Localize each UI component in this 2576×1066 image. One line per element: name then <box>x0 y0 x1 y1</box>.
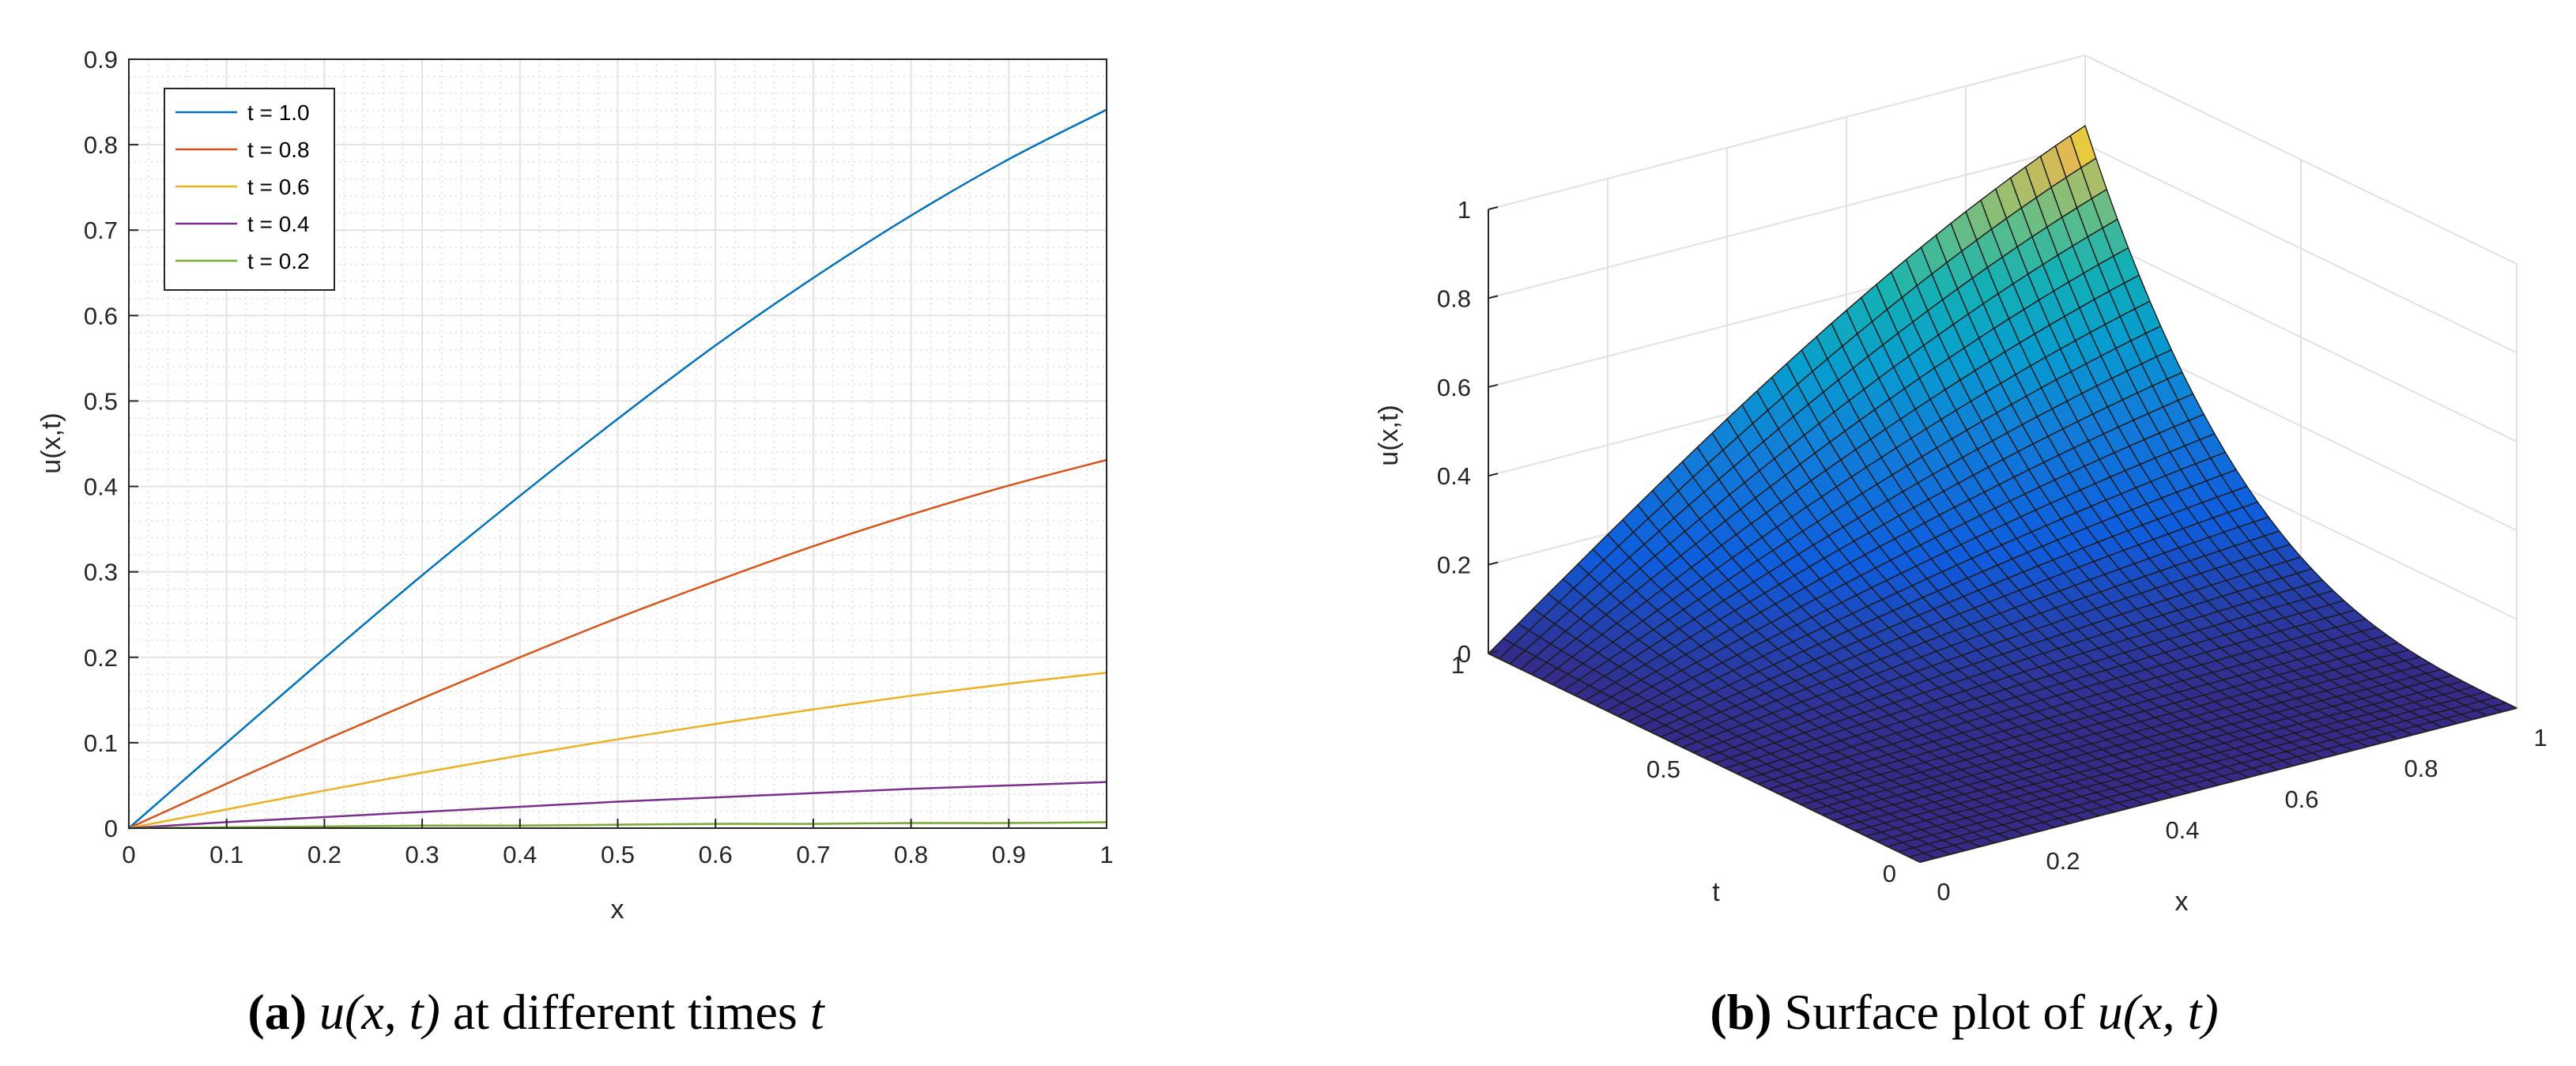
panel-a-x-tick-label: 0.3 <box>405 841 439 868</box>
panel-b-z-tick-mark <box>1488 295 1499 299</box>
caption-b: (b) Surface plot of u(x, t) <box>1710 984 2218 1040</box>
panel-b-z-tick-mark <box>1488 206 1499 210</box>
panel-b-x-axis-label: x <box>2175 887 2189 917</box>
panel-a-y-tick-label: 0.1 <box>84 729 118 757</box>
panel-b-z-tick-label: 0 <box>1458 640 1471 668</box>
panel-a-y-tick-label: 0.9 <box>84 46 118 73</box>
panel-b-z-tick-mark <box>1488 650 1499 654</box>
legend-label: t = 0.8 <box>247 137 310 162</box>
panel-a-x-tick-label: 1 <box>1099 841 1113 868</box>
panel-b-t-tick-label: 0.5 <box>1646 755 1680 783</box>
panel-b-z-tick-label: 0.4 <box>1437 462 1471 490</box>
panel-a-x-tick-label: 0.2 <box>307 841 341 868</box>
panel-a-line-chart: 0 0.1 0.2 0.3 0.4 0.5 0.6 0.7 0.8 0.9 1 0 0.1 0.2 0.3 0… <box>36 46 1114 925</box>
panel-b-z-tick-label: 1 <box>1458 196 1471 224</box>
panel-a-legend-box <box>164 88 335 291</box>
panel-a-y-axis-label: u(x,t) <box>36 412 66 473</box>
panel-b-t-tick-label: 1 <box>1451 651 1465 679</box>
legend-label: t = 1.0 <box>247 100 310 125</box>
panel-b-z-tick-mark <box>1488 473 1499 477</box>
panel-b-wall-gridline <box>1488 143 2086 299</box>
panel-a-y-tick-label: 0.8 <box>84 131 118 159</box>
panel-b-z-tick-mark <box>1488 383 1499 388</box>
panel-a-x-tick-label: 0.1 <box>209 841 243 868</box>
caption-a-var: t <box>810 984 826 1040</box>
series-line-1-0 <box>128 108 1107 829</box>
panel-b-x-axis-line <box>1919 707 2518 863</box>
panel-a-y-tick-label: 0.2 <box>84 644 118 672</box>
panel-a-x-tick-label: 0.8 <box>894 841 928 868</box>
caption-a-text: at different times <box>453 984 798 1040</box>
panel-a-x-tick-label: 0.9 <box>992 841 1026 868</box>
caption-a-math: u(x, t) <box>319 984 440 1040</box>
panel-a-y-tick-label: 0.6 <box>84 302 118 330</box>
legend-label: t = 0.6 <box>247 175 310 199</box>
series-line-0-8 <box>128 458 1107 830</box>
panel-a-y-tick-label: 0.4 <box>84 473 118 501</box>
panel-a-x-tick-label: 0.6 <box>699 841 733 868</box>
panel-b-z-tick-label: 0.6 <box>1437 374 1471 401</box>
series-line-0-4 <box>128 781 1107 830</box>
panel-b-x-tick-label: 0.2 <box>2046 847 2080 875</box>
panel-a-y-tick-label: 0 <box>104 815 118 842</box>
panel-b-x-tick-label: 1 <box>2533 724 2547 751</box>
legend-label: t = 0.2 <box>247 249 310 273</box>
panel-a-y-tick-label: 0.7 <box>84 217 118 244</box>
panel-a-x-tick-label: 0.5 <box>601 841 635 868</box>
panel-b-t-axis-label: t <box>1712 877 1720 907</box>
panel-b-surface <box>1488 125 2518 863</box>
caption-a: (a) u(x, t) at different times t <box>247 984 825 1040</box>
panel-a-x-tick-label: 0.7 <box>796 841 830 868</box>
panel-b-x-tick-label: 0.8 <box>2404 755 2438 782</box>
panel-b-t-tick-label: 0 <box>1883 860 1896 887</box>
panel-a-y-tick-label: 0.3 <box>84 559 118 586</box>
panel-b-x-tick-label: 0 <box>1937 878 1950 906</box>
series-line-0-6 <box>128 671 1107 830</box>
caption-b-text: Surface plot of <box>1785 984 2086 1040</box>
panel-a-ticks: 0 0.1 0.2 0.3 0.4 0.5 0.6 0.7 0.8 0.9 1 0 0.1 0.2 0.3 0… <box>84 46 1114 868</box>
panel-b-z-axis-label: u(x,t) <box>1374 405 1404 465</box>
legend-label: t = 0.4 <box>247 212 310 236</box>
panel-a-x-axis-label: x <box>611 895 624 925</box>
panel-b-z-tick-label: 0.2 <box>1437 552 1471 579</box>
panel-a-x-tick-label: 0.4 <box>503 841 537 868</box>
panel-a-y-tick-label: 0.5 <box>84 387 118 415</box>
panel-a-x-tick-label: 0 <box>122 841 135 868</box>
caption-b-label: (b) <box>1710 984 1771 1040</box>
caption-a-label: (a) <box>247 984 307 1040</box>
panel-b-x-tick-label: 0.6 <box>2284 785 2318 813</box>
caption-b-math: u(x, t) <box>2098 984 2219 1040</box>
panel-b-x-tick-label: 0.4 <box>2165 816 2199 844</box>
panel-b-t-axis-line <box>1488 653 1921 863</box>
panel-b-z-tick-label: 0.8 <box>1437 284 1471 312</box>
panel-a-legend: t = 1.0 t = 0.8 t = 0.6 t = 0.4 t = 0.2 <box>164 88 335 291</box>
panel-b-z-tick-mark <box>1488 561 1499 566</box>
panel-b-wall-gridline <box>1488 55 2086 210</box>
